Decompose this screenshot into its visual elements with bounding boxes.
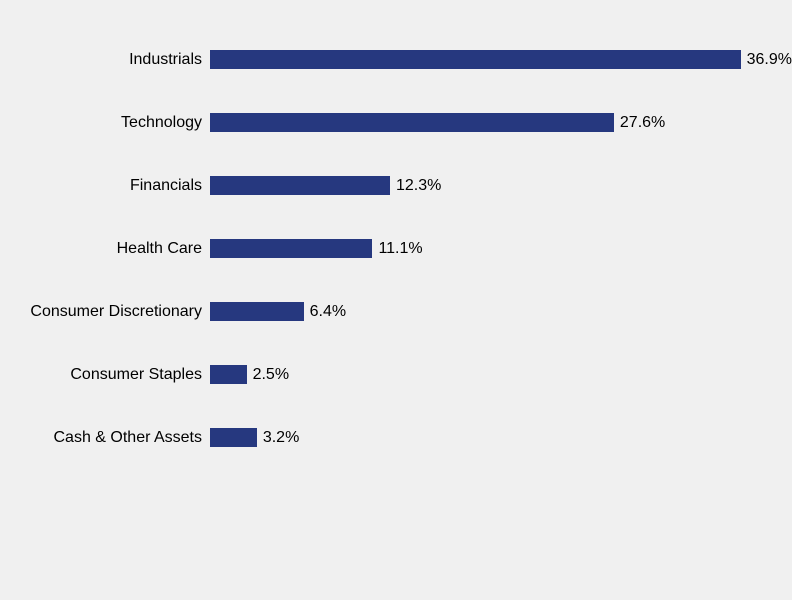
chart-row: Industrials 36.9% <box>0 50 792 69</box>
chart-rows: Industrials 36.9% Technology 27.6% Financial… <box>0 0 792 600</box>
bar-area: 2.5% <box>210 365 792 384</box>
row-label: Industrials <box>0 51 210 69</box>
row-label: Cash & Other Assets <box>0 429 210 447</box>
chart-row: Consumer Discretionary 6.4% <box>0 302 792 321</box>
bar-area: 36.9% <box>210 50 792 69</box>
row-label: Consumer Discretionary <box>0 303 210 321</box>
row-label: Consumer Staples <box>0 366 210 384</box>
bar <box>210 176 390 195</box>
sector-allocation-chart: Industrials 36.9% Technology 27.6% Financial… <box>0 0 792 600</box>
bar <box>210 50 741 69</box>
bar <box>210 239 372 258</box>
bar <box>210 113 614 132</box>
bar <box>210 428 257 447</box>
value-label: 11.1% <box>372 240 422 258</box>
row-label: Technology <box>0 114 210 132</box>
value-label: 36.9% <box>741 51 792 69</box>
bar <box>210 365 247 384</box>
bar-area: 11.1% <box>210 239 792 258</box>
bar-area: 6.4% <box>210 302 792 321</box>
bar-area: 3.2% <box>210 428 792 447</box>
value-label: 27.6% <box>614 114 665 132</box>
row-label: Financials <box>0 177 210 195</box>
chart-row: Technology 27.6% <box>0 113 792 132</box>
value-label: 2.5% <box>247 366 289 384</box>
value-label: 3.2% <box>257 429 299 447</box>
chart-row: Consumer Staples 2.5% <box>0 365 792 384</box>
bar <box>210 302 304 321</box>
value-label: 12.3% <box>390 177 441 195</box>
chart-row: Health Care 11.1% <box>0 239 792 258</box>
chart-row: Cash & Other Assets 3.2% <box>0 428 792 447</box>
bar-area: 12.3% <box>210 176 792 195</box>
chart-row: Financials 12.3% <box>0 176 792 195</box>
row-label: Health Care <box>0 240 210 258</box>
value-label: 6.4% <box>304 303 346 321</box>
bar-area: 27.6% <box>210 113 792 132</box>
